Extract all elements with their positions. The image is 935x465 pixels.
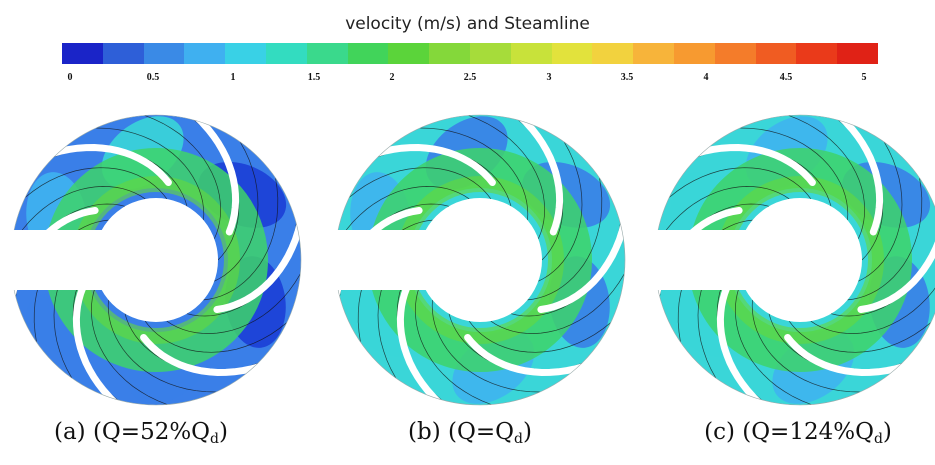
colorbar-segment: [755, 43, 797, 64]
impeller-blade: [140, 334, 264, 377]
colorbar-segment: [306, 43, 348, 64]
colorbar-segment: [143, 43, 185, 64]
colorbar-segment: [102, 43, 144, 64]
colorbar-segment: [469, 43, 511, 64]
colorbar-segment: [388, 43, 430, 64]
impeller-blade: [692, 143, 816, 186]
colorbar-tick-label: 3: [546, 72, 552, 83]
colorbar-tick-label: 1: [230, 72, 236, 83]
colorbar-tick-label: 4.5: [779, 72, 793, 83]
colorbar-segment: [633, 43, 674, 64]
impeller-blade: [784, 334, 908, 377]
colorbar-title: velocity (m/s) and Steamline: [345, 14, 590, 34]
colorbar-segment: [837, 43, 878, 64]
colorbar-tick-label: 0: [67, 72, 73, 83]
colorbar-segment: [673, 43, 715, 64]
colorbar-segment: [714, 43, 756, 64]
inlet-shaft-cutout: [325, 230, 455, 290]
impeller-blade: [857, 241, 935, 313]
colorbar-segment: [429, 43, 470, 64]
colorbar-tick-label: 2: [389, 72, 395, 83]
colorbar-segment: [592, 43, 634, 64]
colorbar-segment: [347, 43, 389, 64]
colorbar-tick-label: 0.5: [146, 72, 160, 83]
caption-c: (c) (Q=124%Qd): [704, 419, 892, 447]
impeller-blade: [396, 284, 444, 408]
colorbar-segment: [796, 43, 838, 64]
impeller-panel: [645, 112, 935, 408]
impeller-blade: [213, 219, 304, 313]
impeller-blade: [372, 143, 496, 186]
colorbar-segment: [225, 43, 266, 64]
impeller-blade: [836, 112, 884, 236]
impeller-blade: [537, 219, 628, 313]
caption-b: (b) (Q=Qd): [408, 419, 532, 447]
impeller-blade: [464, 334, 588, 377]
colorbar-tick-label: 2.5: [463, 72, 477, 83]
colorbar: [62, 43, 878, 64]
colorbar-tick-label: 1.5: [307, 72, 321, 83]
impeller-blade: [516, 112, 564, 236]
impeller-panel: [1, 112, 304, 408]
colorbar-segment: [184, 43, 226, 64]
impeller-blade: [72, 284, 120, 408]
inlet-shaft-cutout: [1, 230, 131, 290]
inlet-shaft-cutout: [645, 230, 775, 290]
colorbar-ticks: 0 0.5 1 1.5 2 2.5 3 3.5 4 4.5 5: [0, 72, 935, 88]
colorbar-tick-label: 5: [861, 72, 867, 83]
colorbar-segment: [265, 43, 307, 64]
velocity-contour-panels: [1, 112, 935, 408]
impeller-blade: [716, 284, 764, 408]
colorbar-tick-label: 3.5: [620, 72, 634, 83]
impeller-blade: [192, 112, 240, 236]
colorbar-segment: [62, 43, 103, 64]
colorbar-tick-label: 4: [703, 72, 709, 83]
colorbar-segment: [551, 43, 593, 64]
impeller-panel: [325, 112, 628, 408]
colorbar-segment: [510, 43, 552, 64]
impeller-blade: [48, 143, 172, 186]
caption-a: (a) (Q=52%Qd): [53, 419, 229, 447]
